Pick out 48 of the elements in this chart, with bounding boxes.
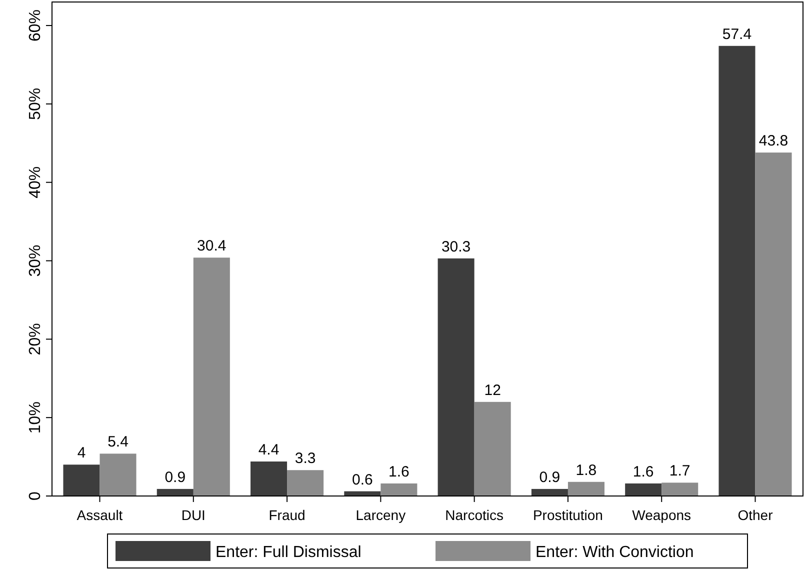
bar	[662, 482, 698, 496]
data-label: 1.6	[388, 463, 410, 480]
data-label: 30.3	[441, 238, 471, 256]
data-label: 4.4	[258, 442, 280, 458]
data-label: 0.6	[352, 471, 373, 488]
data-label: 5.4	[108, 434, 128, 451]
bar	[438, 258, 474, 496]
bar	[718, 46, 756, 496]
x-tick-label: Larceny	[356, 507, 406, 523]
data-label: 57.4	[722, 26, 752, 43]
y-tick-label: 40%	[27, 166, 44, 198]
data-label: 1.7	[669, 462, 690, 480]
y-tick-label: 0	[27, 491, 44, 500]
text: Enter: With Conviction	[536, 544, 694, 561]
data-label: 0.9	[164, 468, 186, 486]
bar	[625, 483, 662, 496]
y-tick-label: 10%	[27, 402, 44, 434]
bar	[156, 488, 194, 496]
bar	[531, 488, 568, 496]
x-tick-label: Narcotics	[445, 507, 504, 523]
text: Enter: Full Dismissal	[216, 544, 362, 561]
bar	[100, 454, 136, 496]
x-tick-label: Other	[738, 507, 774, 523]
data-label: 12	[484, 382, 501, 399]
bar	[63, 464, 100, 496]
data-label: 1.6	[632, 463, 654, 480]
x-tick-label: Fraud	[268, 507, 306, 523]
bar	[568, 482, 604, 496]
y-tick-label: 30%	[27, 244, 44, 277]
data-label: 4	[77, 444, 86, 462]
bar	[474, 402, 511, 496]
data-label: 3.3	[294, 450, 316, 468]
data-label: 30.4	[197, 238, 226, 255]
x-tick-label: Weapons	[632, 507, 692, 523]
bar	[380, 483, 418, 496]
y-tick-label: 60%	[27, 10, 44, 42]
bar	[755, 152, 792, 496]
data-label: 43.8	[758, 132, 788, 150]
y-tick-label: 50%	[27, 88, 44, 120]
data-label: 0.9	[539, 468, 560, 486]
data-label: 1.8	[576, 462, 597, 479]
y-tick-label: 20%	[27, 323, 44, 356]
x-tick-label: Assault	[76, 507, 123, 523]
bar	[193, 258, 230, 496]
x-tick-label: DUI	[181, 507, 206, 523]
bar	[287, 470, 324, 496]
x-tick-label: Prostitution	[532, 507, 603, 523]
bar	[250, 462, 288, 496]
